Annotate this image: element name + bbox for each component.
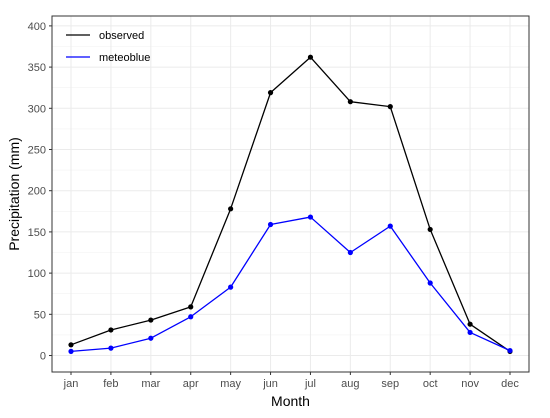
x-axis-title: Month — [271, 393, 310, 409]
major-gridlines — [52, 16, 529, 372]
x-tick-label: dec — [501, 378, 519, 390]
y-tick-label: 50 — [34, 309, 46, 321]
data-point-observed — [307, 54, 314, 60]
y-tick-label: 400 — [28, 21, 46, 33]
data-point-observed — [108, 327, 114, 333]
y-tick-label: 100 — [28, 268, 46, 280]
x-tick-label: mar — [141, 378, 160, 390]
data-point-observed — [467, 321, 473, 327]
x-tick-label: aug — [341, 378, 359, 390]
data-point-meteoblue — [467, 329, 473, 336]
data-point-meteoblue — [427, 280, 433, 286]
data-point-meteoblue — [507, 347, 513, 354]
y-tick-label: 300 — [28, 103, 46, 115]
data-point-meteoblue — [108, 345, 114, 351]
x-tick-label: jan — [63, 378, 79, 390]
x-tick-label: jun — [262, 378, 278, 390]
legend-label-observed: observed — [99, 30, 144, 42]
legend-label-meteoblue: meteoblue — [99, 52, 150, 64]
y-tick-label: 250 — [28, 145, 46, 157]
y-tick-label: 200 — [28, 186, 46, 198]
data-point-observed — [347, 99, 353, 105]
y-tick-label: 0 — [40, 351, 46, 363]
data-point-meteoblue — [148, 335, 154, 341]
plot-panel-background — [52, 16, 529, 372]
data-point-observed — [427, 226, 433, 233]
data-point-meteoblue — [188, 314, 194, 320]
data-point-observed — [228, 206, 234, 212]
minor-gridlines — [52, 46, 529, 336]
x-axis-ticks: jan feb mar apr may jun jul aug sep oct nov dec — [63, 372, 519, 390]
data-point-meteoblue — [307, 214, 314, 220]
y-axis-title: Precipitation (mm) — [6, 137, 22, 251]
data-point-observed — [188, 304, 194, 310]
x-tick-label: oct — [423, 378, 438, 390]
x-tick-label: apr — [183, 378, 199, 390]
x-tick-label: feb — [103, 378, 118, 390]
y-tick-label: 150 — [28, 227, 46, 239]
series-line-meteoblue — [70, 216, 511, 353]
data-point-observed — [68, 342, 74, 348]
x-tick-label: nov — [461, 378, 479, 390]
y-axis-ticks: 0 50 100 150 200 250 300 350 400 — [28, 21, 52, 363]
data-point-meteoblue — [228, 284, 234, 290]
x-tick-label: jul — [304, 378, 316, 390]
data-point-meteoblue — [347, 249, 353, 256]
data-point-meteoblue — [267, 221, 274, 228]
y-tick-label: 350 — [28, 62, 46, 74]
data-point-observed — [267, 90, 274, 96]
x-tick-label: sep — [381, 378, 399, 390]
data-point-observed — [387, 104, 393, 110]
data-point-observed — [148, 317, 154, 323]
series-layer — [68, 54, 513, 354]
data-point-meteoblue — [68, 348, 74, 354]
legend: observed meteoblue — [66, 30, 150, 64]
series-line-observed — [70, 56, 511, 352]
data-point-meteoblue — [387, 223, 393, 229]
x-tick-label: may — [220, 378, 241, 390]
plot-panel-border — [51, 15, 530, 373]
